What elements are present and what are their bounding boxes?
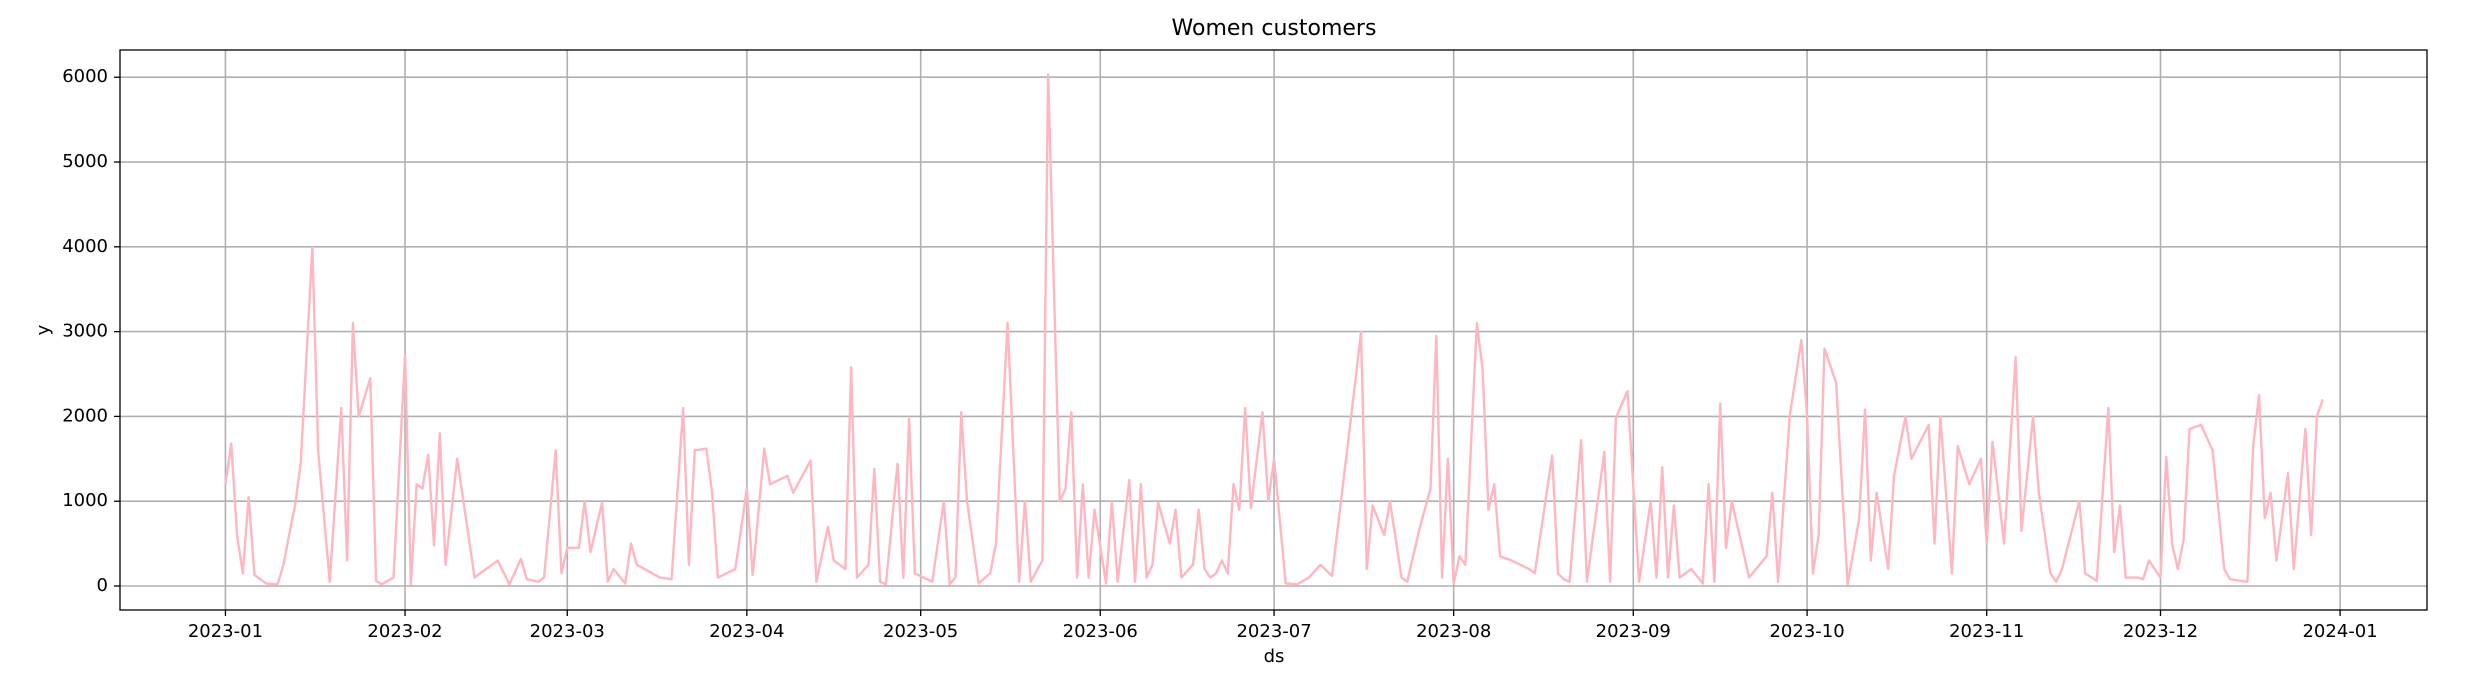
x-tick-label: 2023-08 (1416, 621, 1491, 642)
y-axis-label: y (33, 324, 54, 335)
y-tick-label: 5000 (62, 151, 108, 172)
x-tick-label: 2023-05 (883, 621, 958, 642)
x-tick-label: 2023-11 (1949, 621, 2024, 642)
y-tick-label: 0 (97, 575, 108, 596)
y-tick-label: 3000 (62, 321, 108, 342)
x-tick-label: 2023-12 (2123, 621, 2198, 642)
x-tick-label: 2023-03 (530, 621, 605, 642)
x-tick-label: 2024-01 (2302, 621, 2377, 642)
x-tick-label: 2023-02 (367, 621, 442, 642)
chart-title: Women customers (1172, 16, 1377, 41)
y-tick-label: 6000 (62, 66, 108, 87)
x-tick-label: 2023-09 (1596, 621, 1671, 642)
x-tick-label: 2023-07 (1236, 621, 1311, 642)
plot-frame (119, 49, 2428, 611)
x-tick-label: 2023-01 (188, 621, 263, 642)
data-line (224, 73, 2324, 586)
x-tick-label: 2023-04 (709, 621, 784, 642)
y-tick-label: 4000 (62, 236, 108, 257)
x-tick-label: 2023-10 (1769, 621, 1844, 642)
x-tick-label: 2023-06 (1063, 621, 1138, 642)
x-axis-label: ds (1264, 646, 1285, 667)
y-tick-label: 2000 (62, 405, 108, 426)
y-tick-label: 1000 (62, 490, 108, 511)
